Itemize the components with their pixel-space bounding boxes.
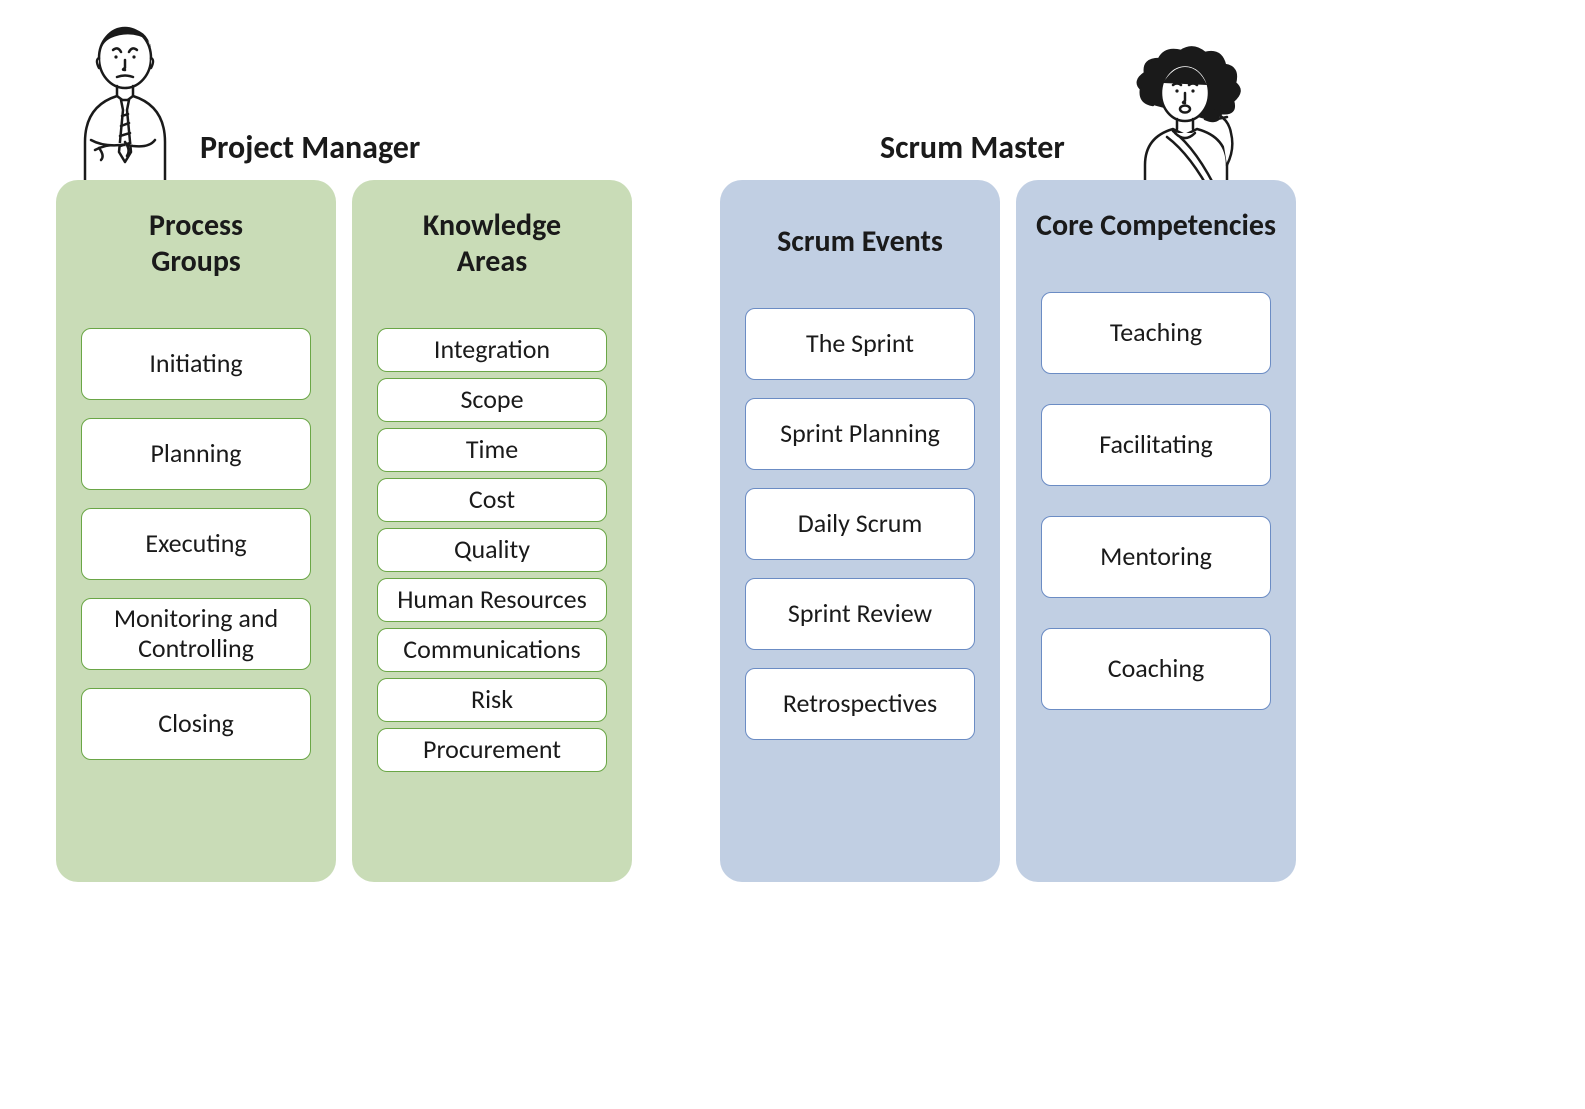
scrum-master-section: Scrum Events The Sprint Sprint Planning … bbox=[720, 180, 1296, 882]
core-competencies-panel: Core Competencies Teaching Facilitating … bbox=[1016, 180, 1296, 882]
list-item: Cost bbox=[377, 478, 607, 522]
list-item: Coaching bbox=[1041, 628, 1271, 710]
list-item: The Sprint bbox=[745, 308, 975, 380]
process-groups-list: Initiating Planning Executing Monitoring… bbox=[81, 328, 311, 760]
list-item: Communications bbox=[377, 628, 607, 672]
knowledge-areas-panel: Knowledge Areas Integration Scope Time C… bbox=[352, 180, 632, 882]
list-item: Quality bbox=[377, 528, 607, 572]
scrum-events-title: Scrum Events bbox=[750, 224, 970, 260]
list-item: Teaching bbox=[1041, 292, 1271, 374]
list-item: Sprint Review bbox=[745, 578, 975, 650]
core-competencies-list: Teaching Facilitating Mentoring Coaching bbox=[1041, 292, 1271, 710]
list-item: Mentoring bbox=[1041, 516, 1271, 598]
process-groups-panel: Process Groups Initiating Planning Execu… bbox=[56, 180, 336, 882]
list-item: Daily Scrum bbox=[745, 488, 975, 560]
scrum-master-title: Scrum Master bbox=[880, 128, 1110, 167]
list-item: Risk bbox=[377, 678, 607, 722]
list-item: Monitoring and Controlling bbox=[81, 598, 311, 670]
list-item: Procurement bbox=[377, 728, 607, 772]
list-item: Time bbox=[377, 428, 607, 472]
list-item: Initiating bbox=[81, 328, 311, 400]
list-item: Retrospectives bbox=[745, 668, 975, 740]
list-item: Integration bbox=[377, 328, 607, 372]
knowledge-areas-title: Knowledge Areas bbox=[392, 208, 592, 280]
list-item: Sprint Planning bbox=[745, 398, 975, 470]
core-competencies-title: Core Competencies bbox=[1036, 208, 1276, 244]
project-manager-section: Process Groups Initiating Planning Execu… bbox=[56, 180, 632, 882]
knowledge-areas-list: Integration Scope Time Cost Quality Huma… bbox=[377, 328, 607, 772]
list-item: Closing bbox=[81, 688, 311, 760]
list-item: Planning bbox=[81, 418, 311, 490]
list-item: Executing bbox=[81, 508, 311, 580]
scrum-events-panel: Scrum Events The Sprint Sprint Planning … bbox=[720, 180, 1000, 882]
scrum-events-list: The Sprint Sprint Planning Daily Scrum S… bbox=[745, 308, 975, 740]
project-manager-persona-icon bbox=[55, 22, 195, 197]
list-item: Human Resources bbox=[377, 578, 607, 622]
list-item: Facilitating bbox=[1041, 404, 1271, 486]
list-item: Scope bbox=[377, 378, 607, 422]
project-manager-title: Project Manager bbox=[200, 128, 460, 167]
process-groups-title: Process Groups bbox=[106, 208, 286, 280]
